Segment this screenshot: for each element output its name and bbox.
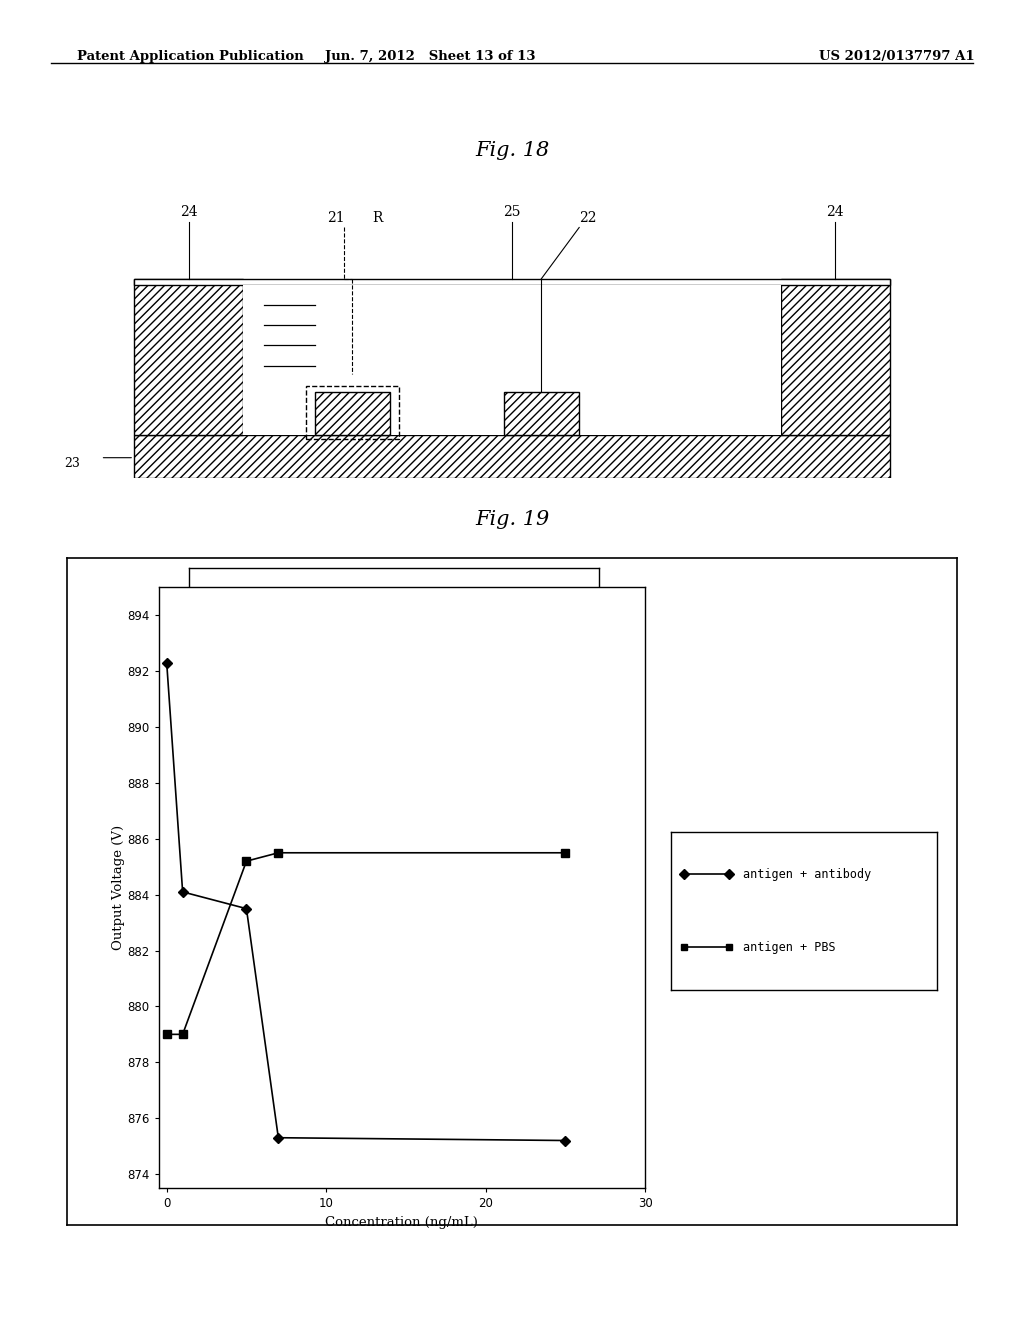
Text: 23: 23 [63, 457, 80, 470]
antigen + PBS [161, 1027, 173, 1043]
Line: antigen + antibody: antigen + antibody [163, 659, 569, 1144]
antigen + PBS [559, 845, 571, 861]
Text: 22: 22 [579, 211, 596, 224]
Line: antigen + PBS: antigen + PBS [163, 849, 569, 1038]
antigen + antibody [161, 655, 173, 671]
Bar [244, 285, 780, 434]
Text: US 2012/0137797 A1: US 2012/0137797 A1 [819, 50, 975, 63]
antigen + PBS [272, 845, 285, 861]
Bar [306, 385, 398, 438]
antigen + antibody [559, 1133, 571, 1148]
antigen + antibody [241, 900, 253, 916]
Text: Patent Application Publication: Patent Application Publication [77, 50, 303, 63]
Text: Fig. 18: Fig. 18 [475, 141, 549, 160]
Text: Jun. 7, 2012   Sheet 13 of 13: Jun. 7, 2012 Sheet 13 of 13 [325, 50, 536, 63]
Text: R: R [373, 211, 383, 224]
Bar [314, 392, 390, 434]
antigen + PBS [241, 853, 253, 869]
antigen + antibody [176, 884, 188, 900]
Bar [134, 434, 890, 478]
Text: Dependency of output voltage
on concentration: Dependency of output voltage on concentr… [271, 589, 517, 620]
antigen + antibody [272, 1130, 285, 1146]
Bar [134, 280, 890, 285]
Text: 25: 25 [503, 205, 521, 219]
X-axis label: Concentration (ng/mL): Concentration (ng/mL) [326, 1216, 478, 1229]
Text: Fig. 19: Fig. 19 [475, 511, 549, 529]
Bar [504, 392, 580, 434]
Text: antigen + PBS: antigen + PBS [742, 941, 836, 954]
Text: 24: 24 [826, 205, 844, 219]
Bar [134, 280, 244, 434]
antigen + PBS [176, 1027, 188, 1043]
Y-axis label: Output Voltage (V): Output Voltage (V) [112, 825, 125, 950]
Text: 24: 24 [180, 205, 198, 219]
Text: 21: 21 [327, 211, 344, 224]
Bar [260, 290, 318, 380]
Text: antigen + antibody: antigen + antibody [742, 867, 870, 880]
Bar [780, 280, 890, 434]
